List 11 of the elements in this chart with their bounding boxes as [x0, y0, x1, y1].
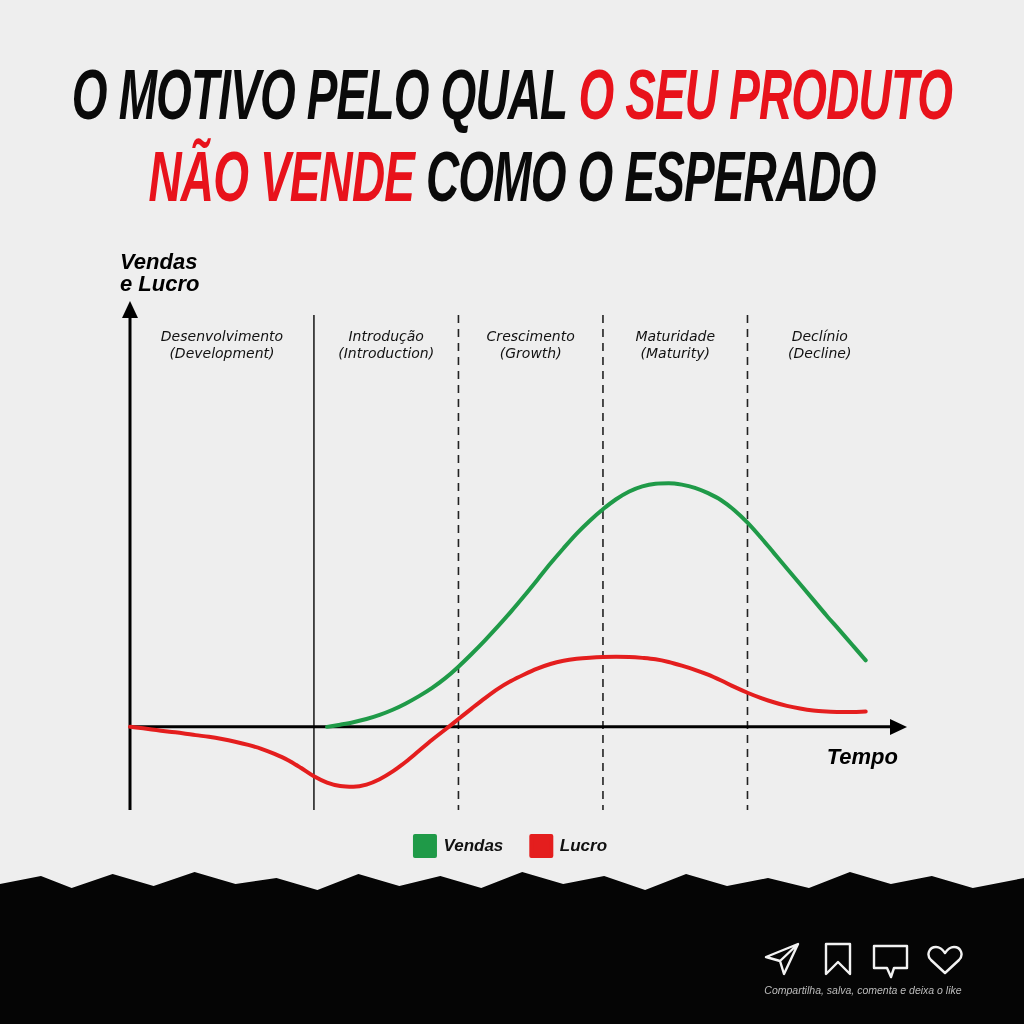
text: Compartilha, salva, comenta e deixa o like — [763, 984, 963, 996]
text: Introdução (Introduction) — [338, 328, 435, 361]
text: Crescimento (Growth) — [486, 328, 575, 361]
text: Declínio (Decline) — [788, 328, 852, 361]
x-axis-title: Tempo — [826, 743, 898, 769]
text: Vendas e Lucro — [120, 249, 200, 296]
legend-label: Vendas — [443, 835, 504, 855]
chart-title: O MOTIVO PELO QUAL O SEU PRODUTO NÃO VENDE COMO O ESPERADO — [71, 54, 953, 216]
text: Maturidade (Maturity) — [635, 328, 716, 361]
text: Desenvolvimento (Development) — [160, 328, 284, 361]
legend-label: Lucro — [559, 835, 608, 855]
